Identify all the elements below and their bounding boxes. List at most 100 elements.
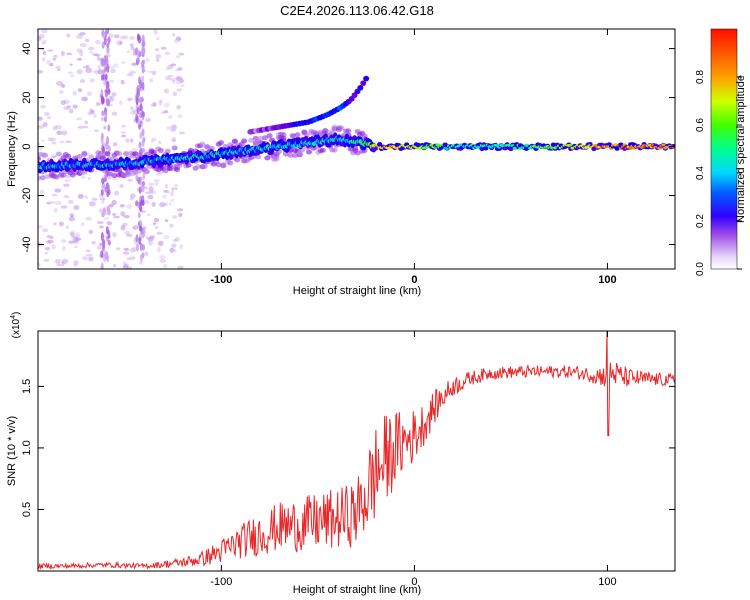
streak-speckle	[142, 244, 146, 251]
streak-speckle	[136, 33, 140, 41]
streak-speckle	[139, 120, 143, 128]
ridge-band	[479, 146, 485, 151]
noise-speckle	[148, 186, 154, 192]
noise-speckle	[151, 201, 156, 207]
noise-speckle	[38, 263, 41, 267]
snr-x-label: Height of straight line (km)	[293, 584, 421, 596]
noise-speckle	[96, 221, 104, 224]
noise-speckle	[147, 240, 154, 246]
noise-speckle	[100, 116, 105, 122]
noise-speckle	[69, 63, 73, 67]
noise-speckle	[113, 34, 120, 39]
noise-speckle	[171, 186, 175, 192]
noise-speckle	[159, 259, 167, 263]
colorbar-tick-label: 0.2	[695, 214, 706, 228]
streak-speckle	[101, 177, 105, 185]
noise-speckle	[56, 263, 62, 267]
noise-speckle	[81, 96, 88, 102]
halo-cell	[234, 157, 241, 163]
noise-speckle	[88, 46, 95, 51]
streak-speckle	[135, 93, 139, 102]
noise-speckle	[58, 90, 64, 94]
streak-speckle	[104, 89, 108, 98]
y-tick-label: 1.0	[21, 440, 33, 455]
noise-speckle	[69, 213, 75, 218]
noise-speckle	[129, 197, 134, 201]
streak-speckle	[106, 80, 110, 89]
streak-speckle	[141, 97, 145, 103]
noise-speckle	[59, 140, 65, 144]
noise-speckle	[147, 70, 153, 74]
noise-speckle	[164, 219, 169, 223]
noise-speckle	[47, 239, 54, 244]
streak-speckle	[103, 36, 107, 46]
halo-cell	[241, 138, 248, 144]
noise-speckle	[65, 140, 72, 144]
noise-speckle	[111, 92, 117, 97]
noise-speckle	[177, 114, 183, 119]
spectrogram-x-label: Height of straight line (km)	[293, 285, 421, 297]
noise-speckle	[41, 29, 48, 34]
noise-speckle	[144, 251, 149, 256]
noise-speckle	[85, 249, 91, 252]
chart-title: C2E4.2026.113.06.42.G18	[280, 3, 434, 18]
noise-speckle	[60, 100, 66, 106]
noise-speckle	[58, 221, 65, 227]
noise-speckle	[167, 114, 173, 120]
streak-speckle	[135, 200, 139, 207]
streak-speckle	[106, 64, 110, 74]
noise-speckle	[38, 33, 45, 39]
noise-speckle	[61, 130, 68, 136]
streak-speckle	[135, 47, 139, 56]
noise-speckle	[65, 225, 69, 229]
streak-speckle	[138, 225, 142, 232]
noise-speckle	[171, 124, 177, 130]
noise-speckle	[82, 256, 88, 261]
noise-speckle	[131, 62, 137, 67]
noise-speckle	[129, 248, 136, 253]
noise-speckle	[111, 111, 118, 116]
noise-speckle	[39, 189, 44, 195]
colorbar-tick-label: 0.0	[695, 262, 706, 276]
noise-speckle	[163, 102, 170, 108]
noise-speckle	[67, 199, 74, 205]
colorbar-tick-label: 0.8	[695, 70, 706, 84]
streak-speckle	[107, 124, 111, 132]
halo-cell	[248, 137, 255, 143]
snr-panel: -100 0 100 0.5 1.0 1.5 Height of straight lin…	[6, 312, 676, 596]
noise-speckle	[153, 29, 158, 35]
halo-cell	[65, 153, 72, 159]
noise-speckle	[51, 193, 58, 197]
x-tick-label: 100	[598, 274, 616, 286]
noise-speckle	[40, 139, 45, 142]
ridge-band	[502, 145, 508, 151]
streak-speckle	[106, 184, 110, 192]
noise-speckle	[85, 216, 93, 221]
halo-cell	[81, 151, 88, 157]
noise-speckle	[171, 215, 178, 219]
noise-speckle	[171, 243, 177, 248]
streak-speckle	[135, 234, 139, 243]
x-tick-label: 0	[411, 576, 417, 588]
halo-cell	[104, 151, 111, 157]
streak-speckle	[106, 255, 110, 263]
noise-speckle	[112, 213, 117, 216]
noise-speckle	[155, 181, 159, 186]
noise-speckle	[55, 124, 62, 130]
halo-cell	[173, 167, 180, 173]
streak-speckle	[141, 139, 145, 147]
streak-speckle	[141, 200, 145, 206]
halo-cell	[111, 173, 118, 179]
noise-speckle	[113, 63, 119, 68]
streak-speckle	[102, 69, 106, 75]
spectrogram-heatmap	[38, 29, 675, 269]
noise-speckle	[144, 234, 149, 239]
noise-speckle	[68, 108, 74, 114]
noise-speckle	[53, 222, 57, 226]
noise-speckle	[109, 203, 114, 208]
noise-speckle	[125, 204, 133, 210]
streak-speckle	[139, 206, 143, 213]
halo-cell	[231, 139, 238, 145]
noise-speckle	[42, 57, 46, 62]
colorbar-ticks: 0.0 0.2 0.4 0.6 0.8	[695, 70, 742, 276]
